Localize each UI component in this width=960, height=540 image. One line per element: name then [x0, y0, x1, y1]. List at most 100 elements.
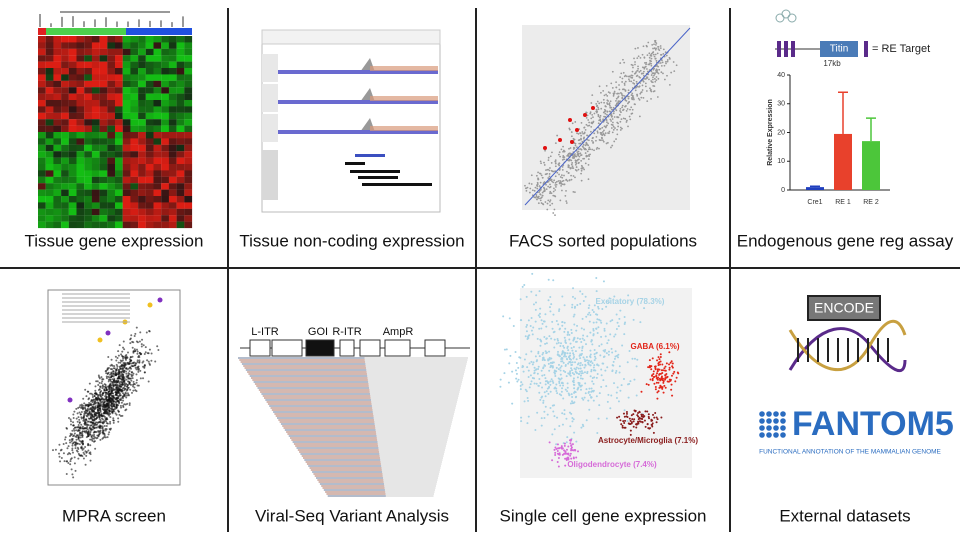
cell: [578, 382, 581, 385]
heatmap-cell: [91, 42, 100, 49]
cell: [533, 369, 536, 372]
point: [80, 446, 83, 449]
point: [603, 110, 606, 113]
panel-caption: Tissue non-coding expression: [239, 231, 464, 250]
heatmap-cell: [99, 196, 108, 203]
point: [653, 43, 655, 46]
point: [650, 90, 653, 93]
heatmap-cell: [45, 106, 54, 113]
cell: [547, 278, 550, 281]
point: [105, 389, 108, 392]
heatmap-cell: [84, 196, 92, 203]
point: [654, 57, 657, 60]
cell: [519, 384, 522, 387]
cell: [579, 377, 582, 380]
heatmap-cell: [68, 106, 77, 113]
heatmap-cell: [68, 183, 77, 190]
cell: [575, 329, 578, 332]
cell: [656, 397, 659, 400]
point: [70, 420, 73, 423]
gene-name: Titin: [830, 44, 849, 55]
cell: [580, 426, 583, 429]
point: [66, 453, 69, 456]
point: [95, 426, 98, 429]
heatmap-cell: [107, 119, 116, 126]
point: [95, 397, 98, 400]
cell: [569, 454, 572, 457]
point: [658, 68, 661, 71]
cell: [581, 372, 584, 375]
heatmap-cell: [99, 164, 108, 171]
point: [88, 397, 91, 400]
y-axis-label: Relative Expression: [767, 99, 774, 166]
heatmap-cell: [161, 55, 169, 62]
heatmap-cell: [168, 170, 177, 177]
point: [84, 463, 87, 466]
heatmap-cell: [68, 132, 77, 139]
point: [636, 94, 639, 97]
cell: [605, 300, 608, 303]
cell: [648, 359, 651, 362]
point: [621, 94, 623, 96]
point: [106, 385, 109, 388]
cell: [564, 364, 567, 367]
cell: [570, 393, 573, 396]
point: [118, 370, 121, 373]
heatmap-cell: [168, 87, 177, 94]
point: [114, 355, 117, 358]
cell: [638, 420, 641, 423]
point: [580, 167, 583, 170]
point: [111, 392, 114, 395]
cell: [573, 337, 576, 340]
heatmap-cell: [130, 125, 139, 133]
point: [107, 371, 110, 374]
point: [587, 154, 590, 156]
heatmap-cell: [61, 55, 69, 62]
heatmap-cell: [161, 138, 169, 145]
cell: [573, 373, 576, 376]
cell: [545, 390, 548, 393]
cell: [630, 421, 633, 424]
point: [656, 96, 659, 98]
cell: [592, 334, 595, 337]
point: [102, 408, 105, 411]
point: [621, 127, 623, 130]
cell: [606, 400, 609, 403]
cell: [541, 374, 544, 377]
cell: [636, 414, 639, 417]
heatmap-cell: [68, 42, 77, 49]
point: [627, 125, 629, 128]
cell: [583, 371, 586, 374]
heatmap-cell: [130, 100, 139, 107]
heatmap-cell: [99, 215, 108, 222]
point: [132, 380, 135, 383]
point: [596, 104, 599, 107]
heatmap-cell: [115, 151, 123, 158]
cell: [536, 372, 539, 375]
point: [642, 96, 645, 99]
heatmap-cell: [153, 36, 162, 43]
point: [77, 438, 80, 441]
heatmap-cell: [176, 221, 185, 229]
point: [666, 60, 669, 63]
cell: [551, 361, 554, 364]
point: [536, 187, 539, 190]
point: [112, 381, 115, 384]
cell: [592, 328, 595, 331]
heatmap-cell: [130, 119, 139, 126]
cell: [566, 333, 569, 336]
point: [547, 177, 550, 179]
point: [87, 431, 90, 434]
heatmap-cell: [76, 157, 85, 165]
cell: [597, 305, 600, 308]
cell: [580, 352, 583, 355]
point: [109, 420, 112, 423]
heatmap-cell: [122, 119, 131, 126]
cell: [571, 400, 574, 403]
color-bar: [126, 28, 192, 35]
heatmap-cell: [184, 157, 193, 165]
cell: [563, 336, 566, 339]
point: [665, 54, 668, 57]
heatmap-cell: [61, 42, 69, 49]
heatmap-cell: [91, 189, 100, 197]
